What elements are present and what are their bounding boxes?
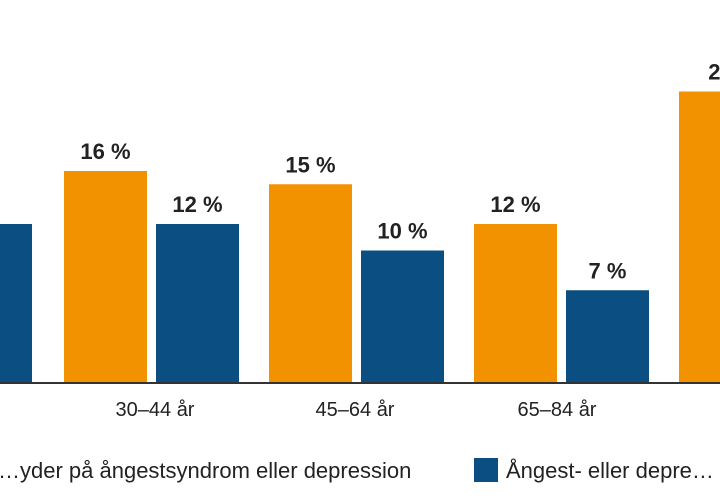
- value-label-series-1-cat-3: 7 %: [589, 258, 627, 283]
- bar-series-0-cat-2: [269, 184, 352, 383]
- bar-series-1-cat-3: [566, 290, 649, 383]
- bar-series-0-cat-3: [474, 224, 557, 383]
- bar-series-1-cat-2: [361, 250, 444, 383]
- legend: …yder på ångestsyndrom eller depression …: [0, 458, 714, 483]
- category-labels: 30–44 år 45–64 år 65–84 år: [116, 399, 597, 421]
- bar-series-1-cat-0: [0, 224, 32, 383]
- category-label-2: 45–64 år: [316, 399, 395, 421]
- legend-label-anxiety-depression: …yder på ångestsyndrom eller depression: [0, 458, 411, 483]
- value-label-series-0-cat-3: 12 %: [490, 192, 540, 217]
- bars: [0, 91, 720, 383]
- bar-series-1-cat-1: [156, 224, 239, 383]
- value-label-series-0-cat-4: 22: [708, 60, 720, 85]
- value-label-series-1-cat-1: 12 %: [172, 192, 222, 217]
- legend-swatch-anxiety-or-depression: [474, 458, 498, 482]
- category-label-3: 65–84 år: [518, 399, 597, 421]
- value-labels: 16 %15 %12 %22%12 %10 %7 %: [0, 60, 720, 284]
- category-label-1: 30–44 år: [116, 399, 195, 421]
- bar-series-0-cat-4: [679, 91, 720, 383]
- value-label-series-0-cat-2: 15 %: [285, 152, 335, 177]
- legend-label-anxiety-or-depression: Ångest- eller depre…: [506, 458, 714, 483]
- value-label-series-0-cat-1: 16 %: [80, 139, 130, 164]
- bar-series-0-cat-1: [64, 171, 147, 383]
- value-label-series-1-cat-2: 10 %: [377, 219, 427, 244]
